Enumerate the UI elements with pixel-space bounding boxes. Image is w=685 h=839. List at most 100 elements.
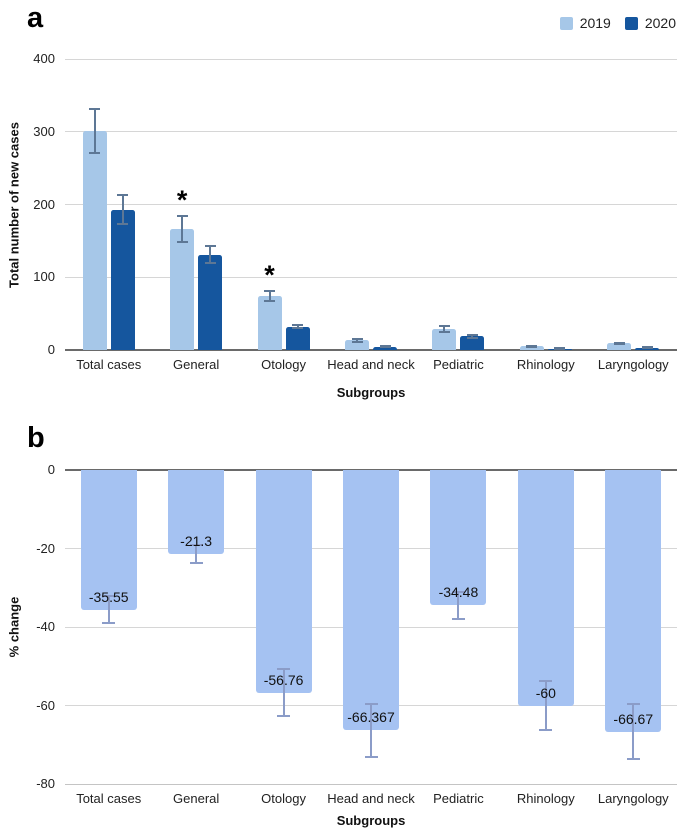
x-tick-label-rhinology: Rhinology [516, 791, 575, 806]
error-bar-cap-bottom [351, 340, 363, 343]
error-bar [107, 595, 110, 624]
error-bar-cap-top [292, 324, 304, 327]
bar-pct-change-rhinology [517, 470, 574, 706]
x-tick-label-laryngology: Laryngology [597, 357, 669, 372]
legend-item-2020: 2020 [624, 15, 676, 31]
error-bar-cap-bottom [613, 343, 625, 346]
error-bar-cap-bottom [554, 347, 566, 350]
error-bar-cap-bottom [264, 300, 276, 303]
value-label-pediatric: -34.48 [438, 584, 479, 601]
error-bar [209, 245, 212, 264]
x-tick-label-head-and-neck: Head and neck [327, 357, 415, 372]
y-tick-label-0: 0 [47, 342, 55, 357]
error-bar-cap-top [89, 108, 101, 111]
error-bar-cap-bottom [438, 330, 450, 333]
x-tick-label-head-and-neck: Head and neck [327, 791, 415, 806]
gridline-300 [65, 131, 677, 133]
error-bar [268, 291, 271, 302]
y-tick-label--40: -40 [36, 619, 55, 634]
bar-2020-head-and-neck [373, 346, 397, 350]
x-tick-label-pediatric: Pediatric [433, 791, 484, 806]
panel-b-label: b [27, 422, 45, 454]
error-bar [195, 544, 198, 563]
error-bar-cap-bottom [466, 336, 478, 339]
error-bar-cap-bottom [539, 729, 553, 732]
error-bar-cap-bottom [526, 346, 538, 349]
error-bar [181, 216, 184, 243]
x-tick-label-rhinology: Rhinology [516, 357, 575, 372]
value-label-general: -21.3 [180, 532, 213, 549]
value-label-total-cases: -35.55 [88, 588, 129, 605]
error-bar-cap-top [189, 543, 203, 546]
error-bar [93, 109, 96, 153]
bar-pct-change-pediatric [430, 470, 487, 606]
legend-label-2019: 2019 [579, 15, 611, 31]
error-bar [296, 325, 299, 329]
bar-pct-change-otology [255, 470, 312, 693]
error-bar-cap-top [364, 702, 378, 705]
error-bar-cap-top [204, 244, 216, 247]
panel-a-label: a [27, 2, 44, 34]
error-bar-cap-top [438, 324, 450, 327]
x-tick-label-total-cases: Total cases [76, 791, 142, 806]
error-bar [544, 680, 547, 731]
x-tick-label-pediatric: Pediatric [433, 357, 484, 372]
y-tick-label-100: 100 [33, 269, 55, 285]
y-tick-label-0: 0 [47, 462, 55, 477]
panel-a-x-axis-title: Subgroups [336, 385, 406, 400]
bar-2019-total-cases [82, 131, 107, 350]
x-tick-label-laryngology: Laryngology [597, 791, 669, 806]
gridline-100 [65, 276, 677, 278]
error-bar-cap-top [539, 679, 553, 682]
panel-a-plot-area: 400 300 200 100 0 Total cases General Otology He… [33, 51, 677, 372]
bar-2020-pediatric [460, 336, 485, 350]
significance-asterisk-general: * [176, 185, 188, 216]
error-bar [370, 703, 372, 758]
bar-2020-total-cases [110, 209, 135, 350]
value-label-head-and-neck: -66.367 [347, 709, 395, 726]
legend: 2019 2020 [559, 15, 676, 31]
y-tick-label-200: 200 [33, 196, 55, 212]
y-tick-label-400: 400 [33, 51, 55, 66]
error-bar-cap-bottom [626, 758, 640, 761]
error-bar-cap-bottom [189, 561, 203, 564]
bar-pct-change-laryngology [605, 470, 662, 732]
y-tick-label-300: 300 [33, 123, 55, 139]
value-label-laryngology: -66.67 [613, 710, 654, 727]
error-bar-cap-top [626, 703, 640, 706]
error-bar-cap-top [264, 290, 276, 293]
error-bar-cap-top [613, 341, 625, 344]
error-bar-cap-top [117, 194, 129, 197]
bar-2019-laryngology [607, 343, 632, 350]
x-tick-label-otology: Otology [261, 357, 306, 372]
error-bar-cap-bottom [379, 346, 391, 349]
error-bar-cap-top [176, 215, 188, 218]
bar-pct-change-head-and-neck [343, 470, 399, 731]
y-tick-label--80: -80 [36, 776, 55, 791]
error-bar [632, 704, 635, 760]
error-bar-cap-bottom [102, 622, 116, 625]
bar-2019-rhinology [519, 346, 544, 350]
x-tick-label-general: General [173, 791, 220, 806]
bar-2019-head-and-neck [345, 340, 369, 350]
error-bar [471, 334, 474, 338]
error-bar-cap-bottom [451, 618, 465, 621]
error-bar-cap-bottom [117, 223, 129, 226]
error-bar [443, 325, 446, 332]
x-tick-label-otology: Otology [261, 791, 306, 806]
error-bar [356, 338, 358, 342]
error-bar-cap-bottom [364, 756, 378, 759]
error-bar-cap-bottom [641, 347, 653, 350]
error-bar-cap-bottom [277, 715, 291, 718]
significance-asterisk-otology: * [264, 260, 275, 291]
error-bar-cap-bottom [176, 241, 188, 244]
panel-b-x-axis-title: Subgroups [336, 813, 406, 828]
gridline-400 [65, 58, 677, 60]
error-bar [121, 195, 124, 225]
value-label-rhinology: -60 [535, 684, 556, 701]
bar-pct-change-general [168, 470, 225, 554]
error-bar-cap-top [351, 337, 363, 340]
error-bar-cap-bottom [292, 327, 304, 330]
legend-label-2020: 2020 [644, 15, 676, 31]
